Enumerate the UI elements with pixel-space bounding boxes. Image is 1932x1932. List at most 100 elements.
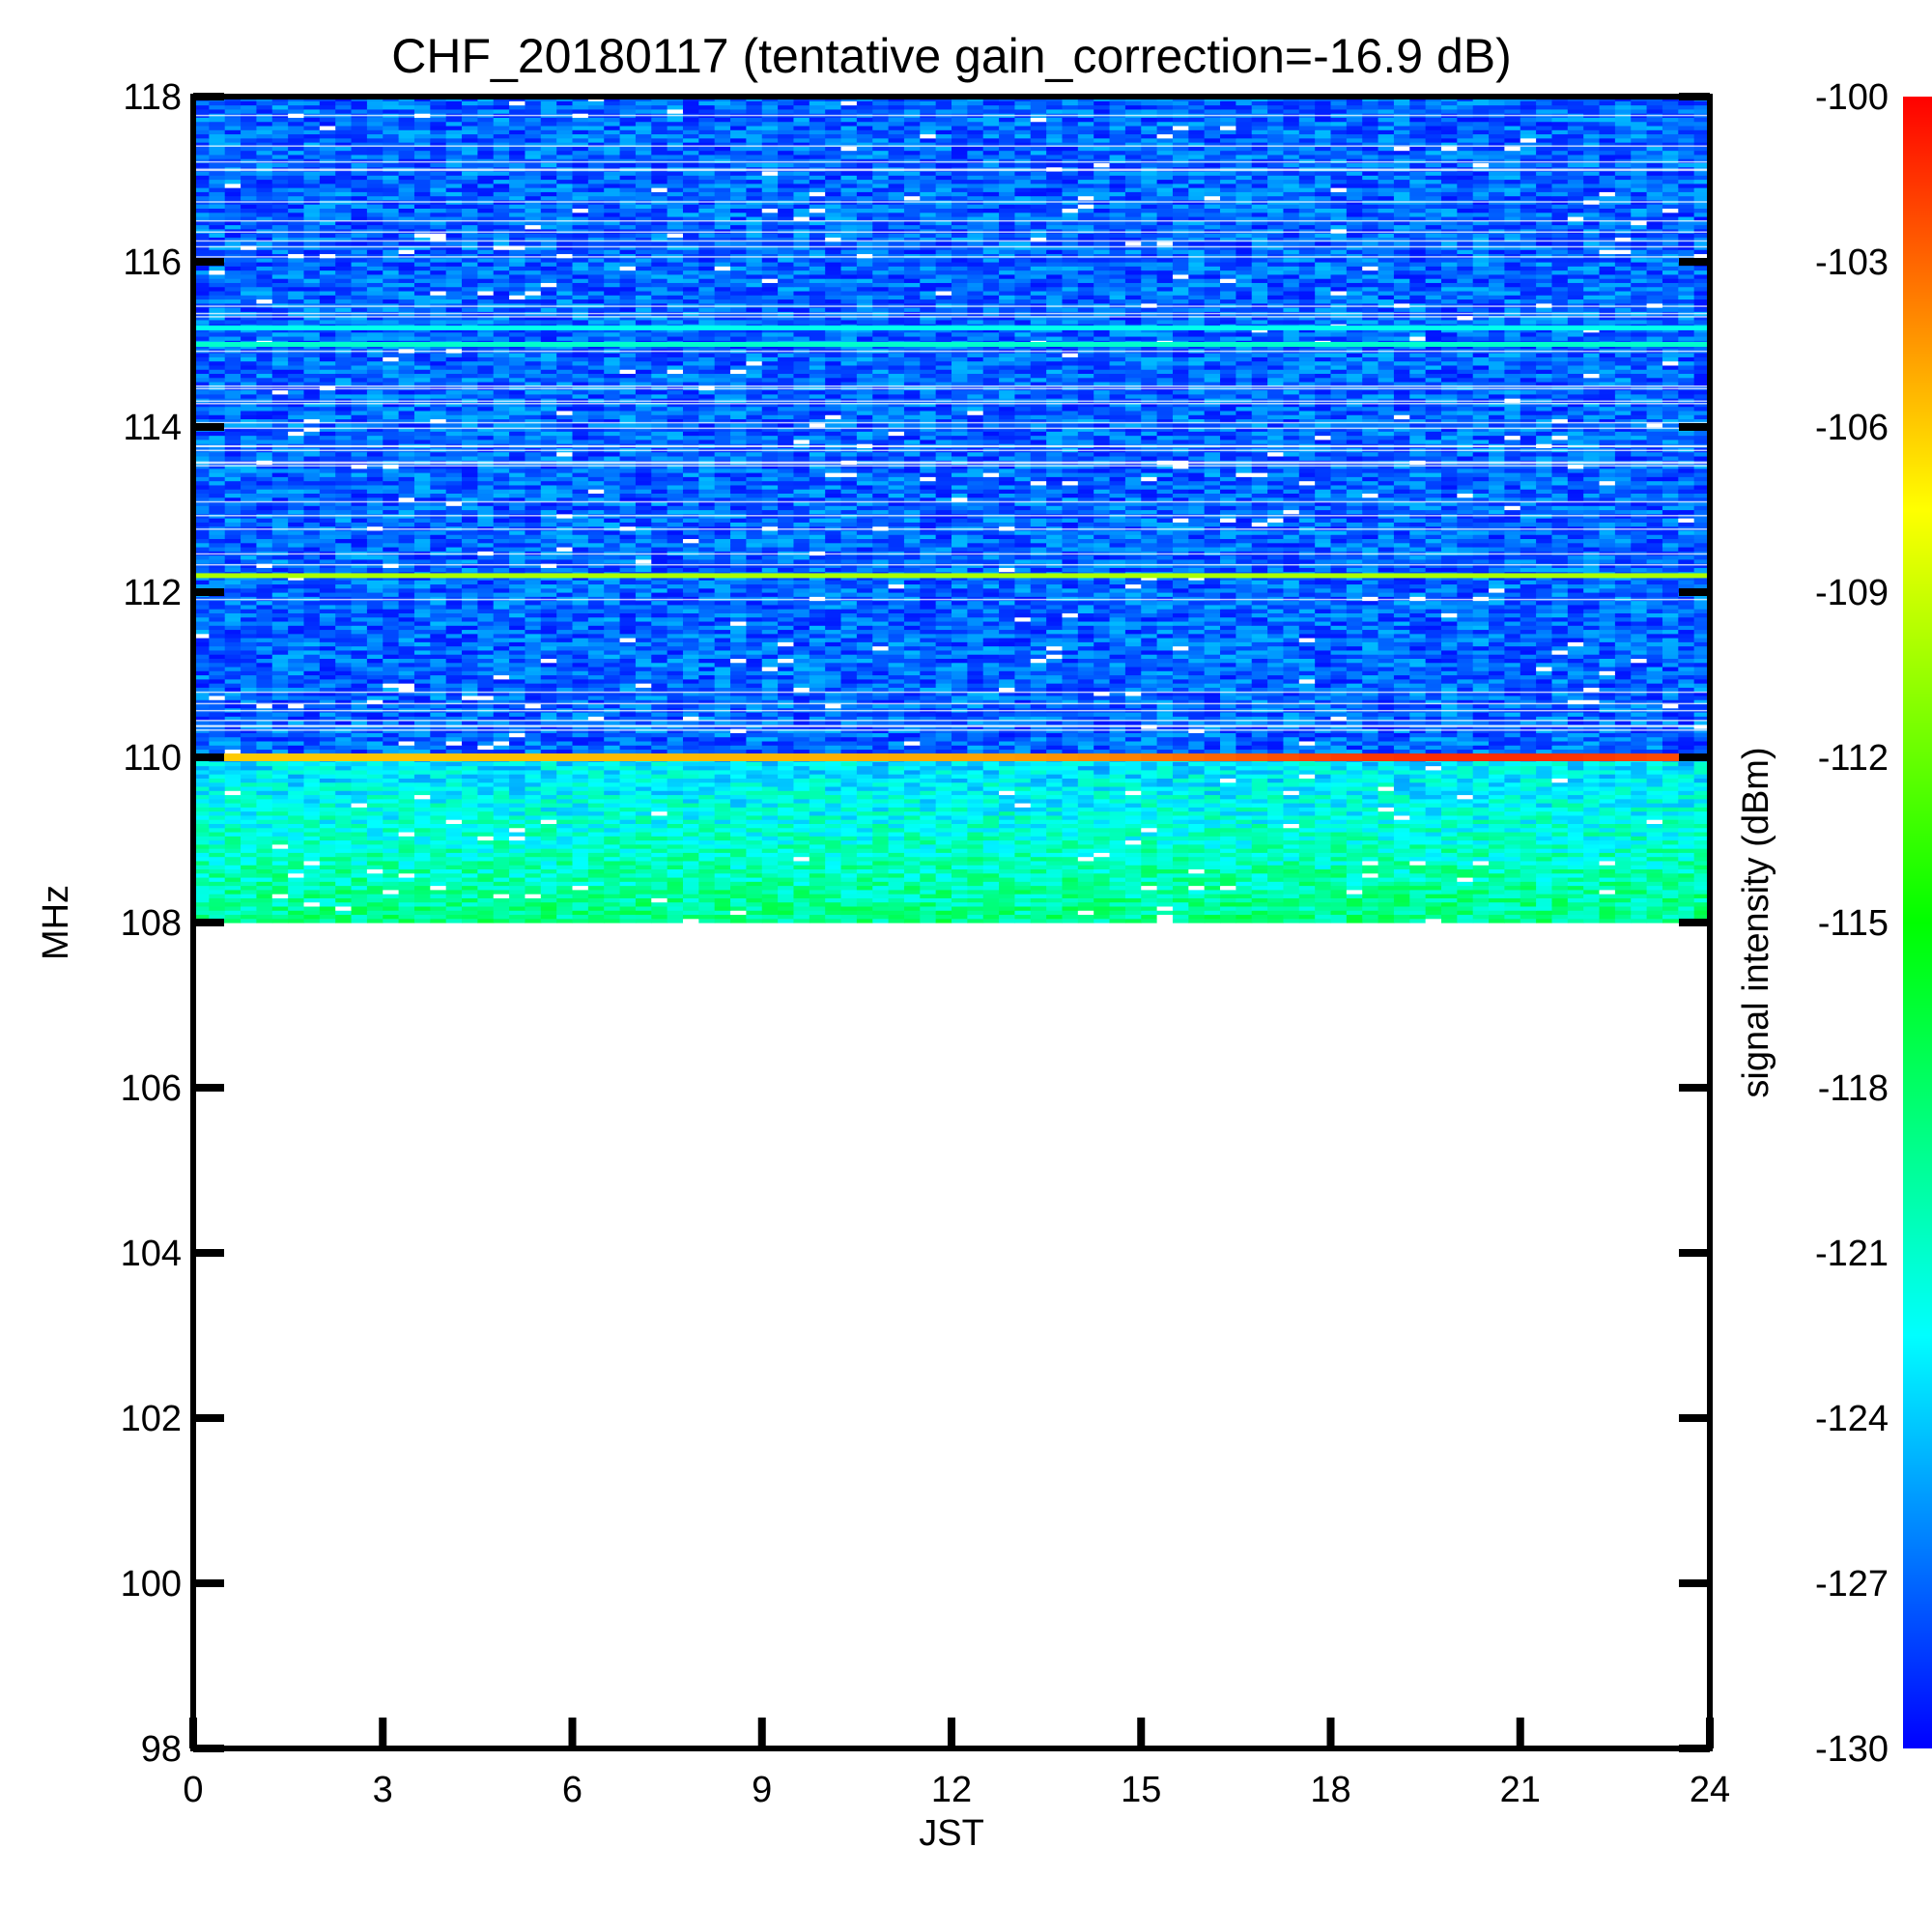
heatmap-cell — [241, 766, 257, 771]
heatmap-cell — [746, 823, 762, 828]
heatmap-cell — [1031, 919, 1047, 923]
heatmap-cell — [1631, 861, 1647, 866]
heatmap-cell — [1662, 857, 1679, 862]
heatmap-cell — [683, 902, 699, 907]
heatmap-cell — [1378, 819, 1395, 824]
heatmap-cell — [1568, 902, 1584, 907]
heatmap-cell — [1031, 741, 1047, 746]
heatmap-cell — [1188, 811, 1205, 816]
heatmap-cell — [668, 815, 684, 820]
heatmap-cell — [1362, 782, 1378, 787]
heatmap-cell — [462, 868, 478, 873]
heatmap-cell — [1426, 861, 1442, 866]
heatmap-cell — [1536, 774, 1552, 779]
heatmap-cell — [999, 732, 1015, 737]
heatmap-cell — [225, 778, 242, 782]
heatmap-cell — [872, 906, 889, 911]
heatmap-cell — [1046, 803, 1063, 808]
heatmap-cell — [446, 832, 463, 837]
heatmap-cell — [1078, 873, 1094, 878]
heatmap-cell — [730, 749, 747, 753]
heatmap-cell — [1536, 873, 1552, 878]
heatmap-cell — [367, 857, 384, 862]
heatmap-cell — [1283, 865, 1299, 869]
heatmap-cell — [1583, 732, 1600, 737]
heatmap-cell — [920, 761, 936, 766]
heatmap-cell — [1489, 906, 1505, 911]
heatmap-cell — [446, 819, 463, 824]
heatmap-cell — [1315, 857, 1331, 862]
heatmap-cell — [494, 819, 510, 824]
heatmap-cell — [1520, 897, 1537, 902]
heatmap-cell — [1426, 778, 1442, 782]
heatmap-cell — [430, 868, 446, 873]
heatmap-cell — [668, 902, 684, 907]
heatmap-cell — [1394, 865, 1410, 869]
heatmap-cell — [730, 832, 747, 837]
heatmap-cell — [1125, 857, 1142, 862]
heatmap-cell — [272, 741, 289, 746]
heatmap-cell — [715, 919, 731, 923]
heatmap-cell — [636, 766, 652, 771]
heatmap-cell — [1551, 778, 1568, 782]
heatmap-cell — [1504, 803, 1520, 808]
heatmap-cell — [604, 886, 620, 891]
heatmap-cell — [1220, 836, 1236, 840]
heatmap-cell — [967, 873, 983, 878]
heatmap-cell — [604, 868, 620, 873]
heatmap-cell — [1031, 910, 1047, 915]
heatmap-cell — [1347, 857, 1363, 862]
heatmap-cell — [256, 803, 272, 808]
heatmap-cell — [1031, 861, 1047, 866]
heatmap-cell — [1205, 861, 1221, 866]
heatmap-cell — [857, 910, 873, 915]
heatmap-cell — [1141, 894, 1157, 898]
heatmap-cell — [241, 749, 257, 753]
heatmap-cell — [1583, 782, 1600, 787]
heatmap-cell — [1347, 782, 1363, 787]
heatmap-cell — [288, 799, 304, 804]
heatmap-cell — [651, 741, 668, 746]
heatmap-cell — [256, 815, 272, 820]
heatmap-cell — [778, 749, 794, 753]
heatmap-cell — [1188, 799, 1205, 804]
heatmap-cell — [967, 712, 983, 717]
heatmap-cell — [1205, 848, 1221, 853]
heatmap-cell — [209, 897, 225, 902]
heatmap-cell — [620, 761, 637, 766]
heatmap-cell — [1378, 868, 1395, 873]
heatmap-cell — [399, 902, 415, 907]
heatmap-cell — [1409, 737, 1426, 742]
heatmap-cell — [1583, 877, 1600, 882]
heatmap-cell — [1078, 865, 1094, 869]
heatmap-cell — [1362, 741, 1378, 746]
heatmap-cell — [1678, 786, 1694, 791]
heatmap-cell — [1188, 803, 1205, 808]
heatmap-cell — [1125, 823, 1142, 828]
heatmap-cell — [983, 823, 1000, 828]
heatmap-cell — [1299, 794, 1316, 799]
heatmap-cell — [1046, 844, 1063, 849]
heatmap-cell — [1014, 890, 1031, 895]
heatmap-cell — [1283, 894, 1299, 898]
heatmap-cell — [1520, 790, 1537, 795]
heatmap-cell — [209, 732, 225, 737]
heatmap-cell — [1568, 790, 1584, 795]
heatmap-cell — [541, 807, 557, 811]
heatmap-cell — [841, 770, 858, 775]
heatmap-cell — [810, 881, 826, 886]
heatmap-cell — [1441, 799, 1458, 804]
heatmap-cell — [446, 881, 463, 886]
heatmap-cell — [525, 848, 541, 853]
heatmap-cell — [730, 881, 747, 886]
heatmap-cell — [1347, 803, 1363, 808]
heatmap-cell — [1441, 877, 1458, 882]
heatmap-cell — [1362, 914, 1378, 919]
heatmap-cell — [1062, 778, 1078, 782]
heatmap-cell — [352, 910, 368, 915]
heatmap-cell — [999, 782, 1015, 787]
heatmap-cell — [1583, 811, 1600, 816]
heatmap-cell — [683, 799, 699, 804]
heatmap-cell — [399, 761, 415, 766]
heatmap-cell — [1046, 894, 1063, 898]
